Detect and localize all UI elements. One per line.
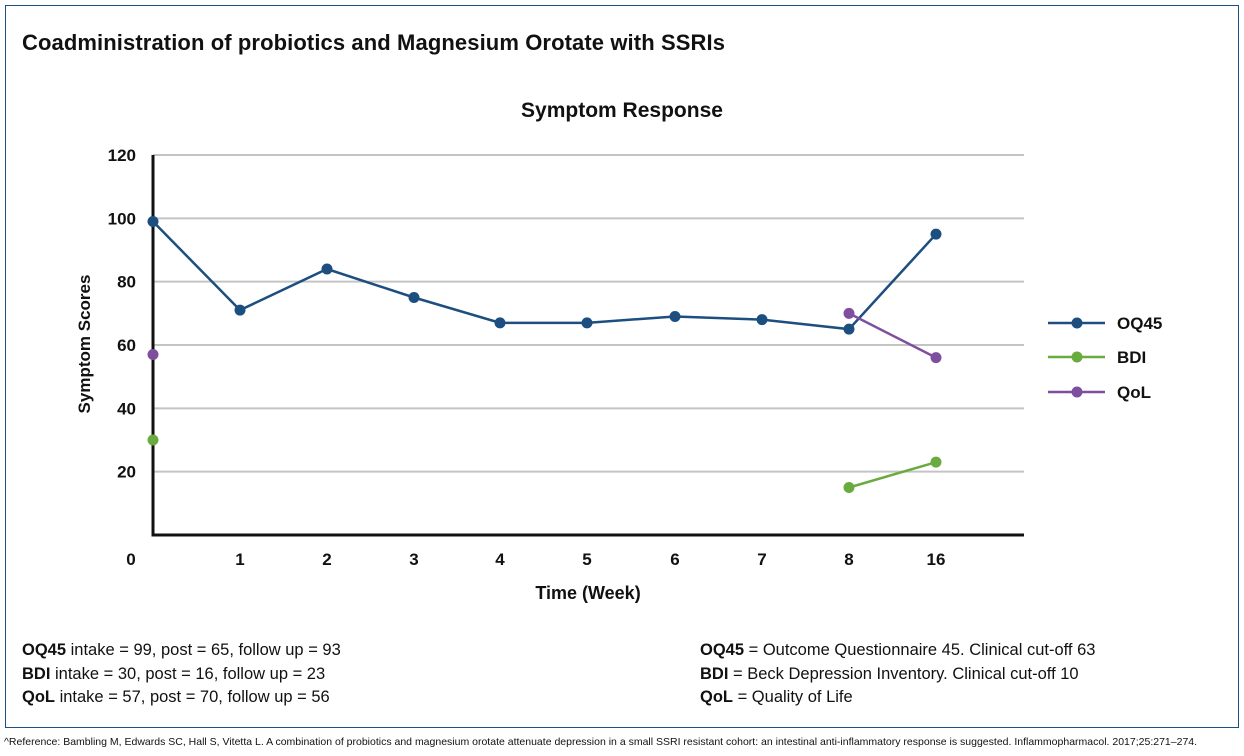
x-tick-label: 3 (409, 550, 418, 569)
series-line-qol (848, 312, 937, 359)
chart-title: Symptom Response (521, 99, 723, 122)
definition-line: BDI = Beck Depression Inventory. Clinica… (700, 664, 1079, 683)
y-tick-label: 80 (117, 273, 136, 292)
x-tick-label: 7 (757, 550, 766, 569)
page-title: Coadministration of probiotics and Magne… (22, 30, 726, 55)
definition-notes: OQ45 = Outcome Questionnaire 45. Clinica… (700, 639, 1095, 710)
legend-swatch-marker (1071, 386, 1083, 398)
legend-label: OQ45 (1117, 314, 1162, 333)
y-tick-label: 120 (108, 146, 136, 165)
legend-swatch-marker (1071, 351, 1083, 363)
series-line-bdi (848, 460, 937, 489)
data-point-oq45 (669, 311, 681, 322)
x-tick-label: 16 (927, 550, 946, 569)
symptom-response-chart: Symptom Response 20 40 60 80 100 120 0 1 2 3 4 5 6 7… (75, 99, 1162, 603)
y-tick-label: 20 (117, 463, 136, 482)
x-tick-label: 4 (495, 550, 505, 569)
data-point-bdi (147, 434, 159, 446)
data-point-qol (147, 349, 159, 360)
summary-line: OQ45 intake = 99, post = 65, follow up =… (22, 641, 341, 659)
data-point-oq45 (234, 304, 246, 316)
definition-line: OQ45 = Outcome Questionnaire 45. Clinica… (700, 641, 1096, 659)
x-tick-label: 2 (322, 550, 331, 569)
data-point-oq45 (321, 263, 333, 275)
x-tick-label: 8 (844, 550, 853, 569)
data-point-bdi (843, 482, 855, 493)
y-axis-title: Symptom Scores (75, 275, 94, 414)
x-tick-label: 6 (670, 550, 679, 569)
figure-frame (5, 5, 1239, 728)
data-point-qol (930, 352, 942, 364)
series-line-oq45 (152, 220, 937, 331)
x-tick-label: 1 (235, 550, 244, 569)
data-point-oq45 (494, 317, 506, 329)
x-axis-title: Time (Week) (535, 583, 640, 603)
data-point-bdi (930, 456, 942, 468)
summary-line: QoL intake = 57, post = 70, follow up = … (22, 688, 330, 706)
reference-footnote: ^Reference: Bambling M, Edwards SC, Hall… (4, 736, 1198, 748)
data-point-oq45 (756, 314, 768, 326)
data-point-oq45 (147, 216, 159, 227)
data-point-oq45 (843, 323, 855, 335)
data-point-oq45 (930, 228, 942, 240)
data-point-qol (843, 307, 855, 319)
legend-swatch-marker (1071, 317, 1083, 329)
definition-line: QoL = Quality of Life (700, 688, 853, 706)
data-point-oq45 (408, 292, 420, 303)
y-tick-label: 100 (108, 209, 136, 228)
x-tick-label: 5 (582, 550, 591, 569)
legend-label: QoL (1117, 383, 1151, 402)
summary-notes: OQ45 intake = 99, post = 65, follow up =… (22, 639, 341, 710)
y-tick-label: 60 (117, 336, 136, 355)
summary-line: BDI intake = 30, post = 16, follow up = … (22, 664, 326, 683)
y-tick-label: 40 (117, 399, 136, 418)
data-point-oq45 (581, 317, 593, 329)
legend-label: BDI (1117, 348, 1146, 367)
x-tick-label: 0 (126, 550, 135, 569)
